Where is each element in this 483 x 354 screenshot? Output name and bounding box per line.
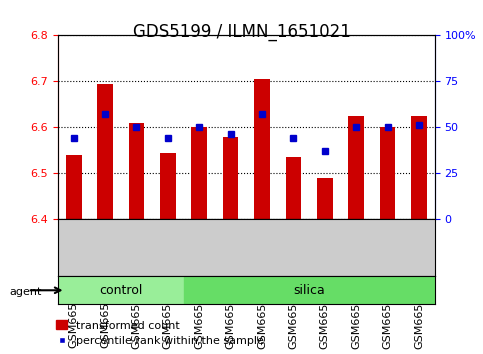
- Bar: [184, 276, 435, 304]
- Bar: [411, 116, 427, 219]
- Bar: [66, 155, 82, 219]
- Bar: [380, 127, 396, 219]
- Text: silica: silica: [293, 284, 325, 297]
- Text: agent: agent: [10, 287, 42, 297]
- Bar: [254, 79, 270, 219]
- Bar: [317, 178, 333, 219]
- Bar: [348, 116, 364, 219]
- Bar: [160, 153, 176, 219]
- Bar: [97, 84, 113, 219]
- Bar: [285, 158, 301, 219]
- Bar: [191, 127, 207, 219]
- Bar: [223, 137, 239, 219]
- Text: GDS5199 / ILMN_1651021: GDS5199 / ILMN_1651021: [132, 23, 351, 41]
- Bar: [58, 276, 184, 304]
- Bar: [128, 123, 144, 219]
- Text: control: control: [99, 284, 142, 297]
- Legend: transformed count, percentile rank within the sample: transformed count, percentile rank withi…: [54, 318, 266, 348]
